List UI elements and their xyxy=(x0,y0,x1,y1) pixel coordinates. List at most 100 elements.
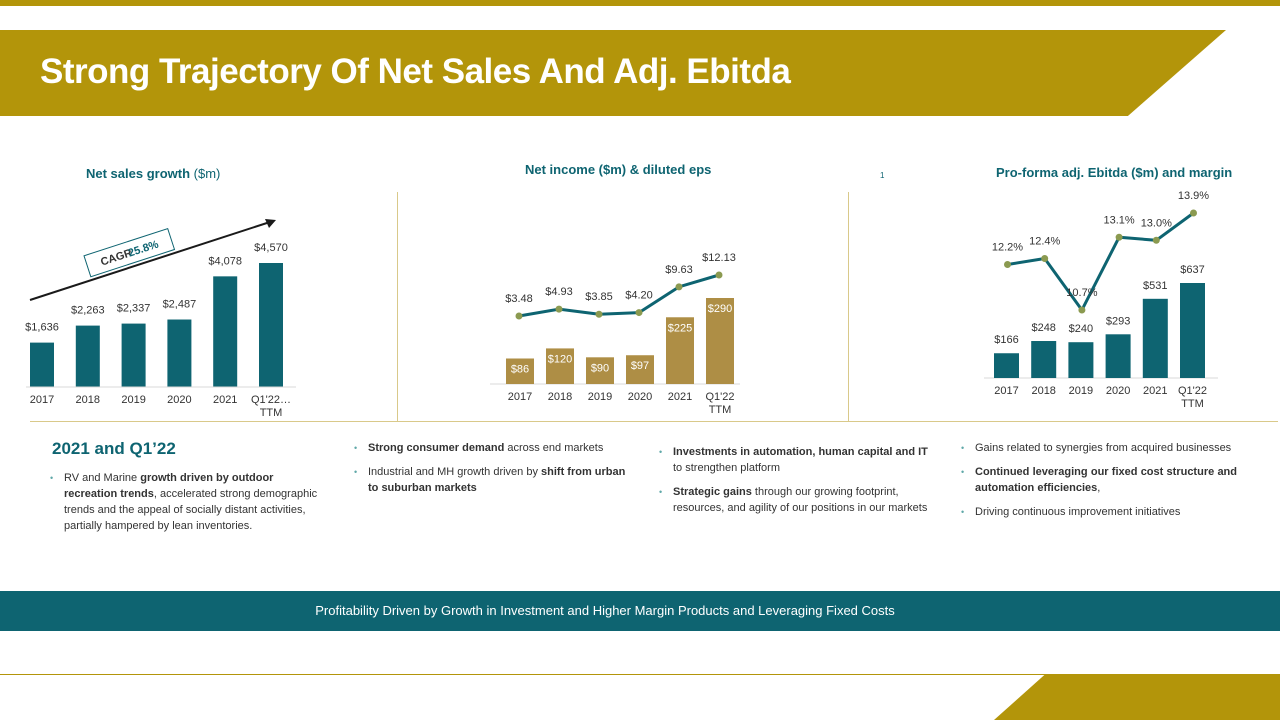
net-income-category-sublabel: TTM xyxy=(709,404,732,416)
ebitda-category-label: 2018 xyxy=(1031,385,1055,397)
chart-divider-1 xyxy=(397,192,398,422)
bullet-emphasis: growth driven by outdoor recreation tren… xyxy=(64,472,274,500)
net-sales-bar xyxy=(121,323,146,387)
bullet-item: Driving continuous improvement initiativ… xyxy=(961,504,1237,520)
bullet-text: , xyxy=(1097,482,1101,494)
ebitda-category-label: 2021 xyxy=(1143,385,1167,397)
top-accent-stripe xyxy=(0,0,1280,6)
bullet-column-2: Strong consumer demand across end market… xyxy=(354,440,630,504)
margin-value-label: 13.1% xyxy=(1103,214,1134,226)
net-income-category-label: 2020 xyxy=(628,391,652,403)
net-income-bar xyxy=(586,357,614,384)
bullet-item: Industrial and MH growth driven by shift… xyxy=(354,464,630,496)
net-income-bar xyxy=(626,355,654,384)
ebitda-category-label: 2017 xyxy=(994,385,1018,397)
net-sales-category-label: 2021 xyxy=(213,394,237,406)
eps-value-label: $9.63 xyxy=(665,264,693,276)
bullet-column-1: RV and Marine growth driven by outdoor r… xyxy=(50,470,326,542)
net-sales-category-sublabel: TTM xyxy=(260,407,283,419)
net-sales-value-label: $2,337 xyxy=(117,303,151,315)
title-banner xyxy=(0,30,1226,116)
ebitda-bar xyxy=(994,353,1019,378)
ebitda-bar xyxy=(1142,298,1168,378)
margin-point xyxy=(1190,209,1197,217)
ebitda-value-label: $531 xyxy=(1143,280,1167,292)
bullet-emphasis: shift from urban to suburban markets xyxy=(368,466,626,494)
ebitda-bar xyxy=(1031,341,1057,378)
bullet-text: to strengthen platform xyxy=(673,462,781,474)
bullet-text: across end markets xyxy=(504,442,604,454)
bullet-emphasis: Strong consumer demand xyxy=(368,442,505,454)
margin-point xyxy=(1152,236,1160,244)
bullet-item: RV and Marine growth driven by outdoor r… xyxy=(50,470,326,534)
net-income-category-label: 2018 xyxy=(548,391,572,403)
bullet-text: Industrial and MH growth driven by xyxy=(368,466,542,478)
net-income-value-label: $97 xyxy=(631,360,649,372)
net-sales-bar xyxy=(75,325,100,387)
chart-divider-2 xyxy=(848,192,849,422)
bullet-item: Strategic gains through our growing foot… xyxy=(659,484,935,516)
bullet-emphasis: Strategic gains xyxy=(673,486,752,498)
bullet-item: Investments in automation, human capital… xyxy=(659,444,935,476)
growth-trend-arrow xyxy=(29,221,271,301)
net-sales-value-label: $4,078 xyxy=(208,255,242,267)
margin-line xyxy=(1007,211,1195,313)
net-income-category-label: 2017 xyxy=(508,391,532,403)
bullet-column-4: Gains related to synergies from acquired… xyxy=(961,440,1237,528)
page-title: Strong Trajectory Of Net Sales And Adj. … xyxy=(40,52,791,91)
bullet-text: RV and Marine xyxy=(64,472,141,484)
margin-point xyxy=(1041,254,1049,262)
net-sales-category-label: 2019 xyxy=(121,394,145,406)
margin-value-label: 12.2% xyxy=(992,242,1023,254)
bullet-item: Continued leveraging our fixed cost stru… xyxy=(961,464,1237,496)
net-sales-bar xyxy=(30,342,54,387)
bullet-emphasis: Continued leveraging our fixed cost stru… xyxy=(975,466,1237,494)
net-sales-chart-title: Net sales growth ($m) xyxy=(86,166,220,181)
net-income-value-label: $86 xyxy=(511,363,529,375)
eps-point xyxy=(675,283,683,291)
bottom-accent-shape xyxy=(994,674,1280,720)
footer-band xyxy=(0,591,1280,631)
ebitda-bar xyxy=(1180,283,1205,378)
margin-point xyxy=(1078,306,1086,314)
eps-point xyxy=(715,271,723,279)
net-income-bar xyxy=(666,317,694,384)
ebitda-chart: $166 2017 $248 2018 $240 2019 $293 2020 $531 2021… xyxy=(984,190,1218,410)
eps-value-label: $4.93 xyxy=(545,286,573,298)
net-sales-category-label: 2020 xyxy=(167,394,191,406)
margin-value-label: 13.9% xyxy=(1178,190,1209,202)
net-sales-bar xyxy=(213,276,238,387)
margin-point xyxy=(1004,261,1011,269)
eps-point xyxy=(635,309,643,317)
footnote-marker: 1 xyxy=(880,171,885,180)
net-income-chart-title: Net income ($m) & diluted eps xyxy=(525,162,712,177)
cagr-box xyxy=(83,227,176,278)
net-income-bar xyxy=(706,298,734,384)
bullet-text: through our growing footprint, resources… xyxy=(673,486,928,514)
net-sales-bar xyxy=(167,319,192,387)
bullet-item: Strong consumer demand across end market… xyxy=(354,440,630,456)
margin-value-label: 12.4% xyxy=(1029,235,1060,247)
net-income-value-label: $225 xyxy=(668,322,692,334)
ebitda-value-label: $166 xyxy=(994,334,1018,346)
net-income-value-label: $120 xyxy=(548,353,572,365)
net-sales-category-label: 2017 xyxy=(30,394,54,406)
net-sales-value-label: $2,487 xyxy=(163,299,197,311)
bullet-text: , accelerated strong demographic trends … xyxy=(64,488,318,532)
margin-point xyxy=(1115,233,1123,241)
ebitda-bar xyxy=(1068,342,1094,378)
net-sales-value-label: $1,636 xyxy=(25,322,59,334)
net-sales-chart: $1,636 2017 $2,263 2018 $2,337 2019 $2,487 2020… xyxy=(25,219,296,419)
eps-line xyxy=(518,273,720,318)
net-sales-category-label: Q1'22… xyxy=(251,394,291,406)
net-income-category-label: 2021 xyxy=(668,391,692,403)
margin-value-label: 10.7% xyxy=(1066,287,1097,299)
ebitda-category-label: Q1'22 xyxy=(1178,385,1207,397)
net-sales-value-label: $4,570 xyxy=(254,242,288,254)
ebitda-category-sublabel: TTM xyxy=(1181,398,1204,410)
net-income-category-label: 2019 xyxy=(588,391,612,403)
eps-value-label: $4.20 xyxy=(625,290,653,302)
ebitda-category-label: 2020 xyxy=(1106,385,1130,397)
ebitda-bar xyxy=(1105,334,1131,378)
eps-value-label: $3.48 xyxy=(505,293,533,305)
